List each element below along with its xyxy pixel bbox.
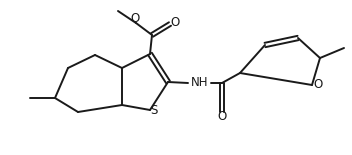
Text: O: O bbox=[170, 16, 180, 29]
Text: O: O bbox=[313, 78, 323, 91]
Text: S: S bbox=[150, 104, 158, 117]
Text: O: O bbox=[130, 11, 140, 24]
Text: O: O bbox=[218, 111, 227, 124]
Text: NH: NH bbox=[191, 77, 209, 89]
